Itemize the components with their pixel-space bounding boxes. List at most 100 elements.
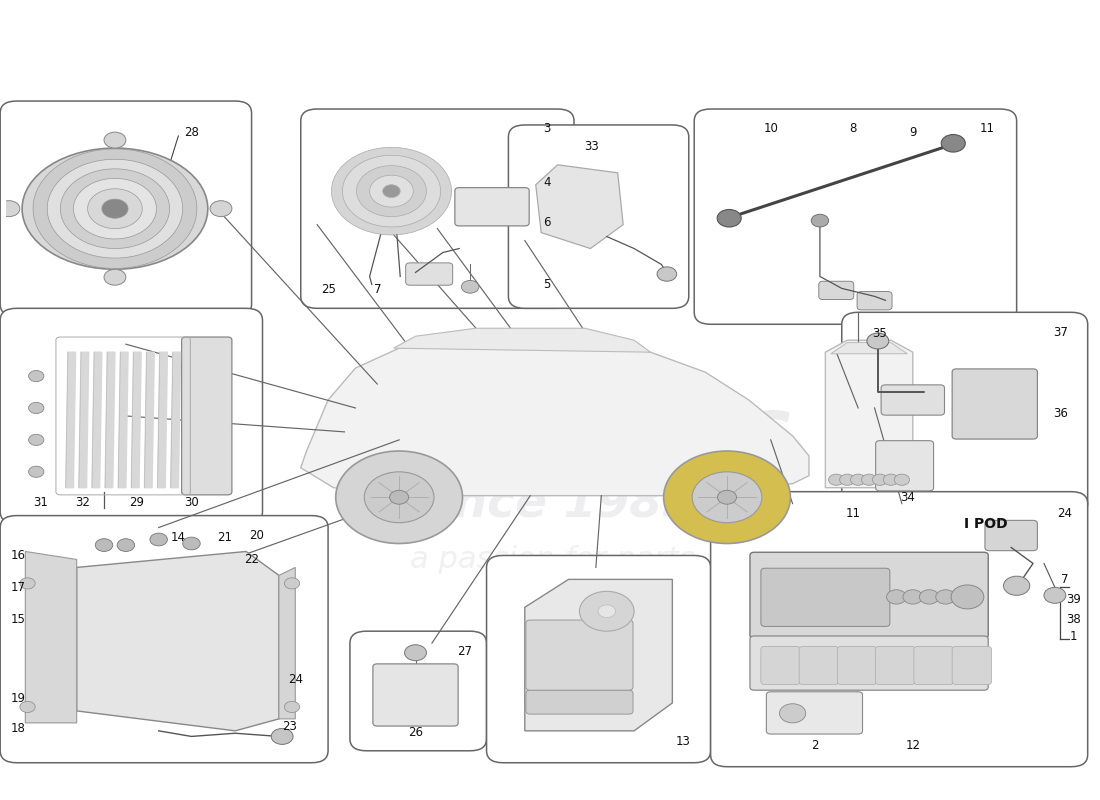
Circle shape xyxy=(861,474,877,486)
Text: eurodaéros: eurodaéros xyxy=(311,395,793,468)
Polygon shape xyxy=(830,342,908,354)
Text: 31: 31 xyxy=(33,495,48,509)
Text: 26: 26 xyxy=(408,726,424,739)
FancyBboxPatch shape xyxy=(837,646,877,685)
FancyBboxPatch shape xyxy=(799,646,838,685)
Text: since 1985: since 1985 xyxy=(409,481,695,526)
Circle shape xyxy=(894,474,910,486)
Text: 24: 24 xyxy=(1057,506,1072,520)
Polygon shape xyxy=(92,352,102,488)
Text: 37: 37 xyxy=(1053,326,1068,338)
Polygon shape xyxy=(106,352,114,488)
Text: 32: 32 xyxy=(75,495,89,509)
Text: 34: 34 xyxy=(900,490,915,504)
Text: 6: 6 xyxy=(543,216,550,229)
Polygon shape xyxy=(33,149,197,269)
FancyBboxPatch shape xyxy=(694,109,1016,324)
Text: 3: 3 xyxy=(543,122,550,135)
FancyBboxPatch shape xyxy=(767,692,862,734)
Polygon shape xyxy=(370,175,414,207)
Text: 14: 14 xyxy=(170,530,186,544)
Polygon shape xyxy=(525,579,672,731)
Circle shape xyxy=(952,585,983,609)
Polygon shape xyxy=(131,352,141,488)
Text: 15: 15 xyxy=(11,613,26,626)
Text: 17: 17 xyxy=(11,581,26,594)
Circle shape xyxy=(850,474,866,486)
Circle shape xyxy=(887,590,906,604)
Polygon shape xyxy=(157,352,167,488)
Text: 19: 19 xyxy=(11,693,26,706)
Polygon shape xyxy=(102,199,128,218)
FancyBboxPatch shape xyxy=(984,520,1037,550)
Polygon shape xyxy=(88,189,142,229)
Text: 20: 20 xyxy=(250,529,264,542)
Circle shape xyxy=(210,201,232,217)
Polygon shape xyxy=(25,551,77,723)
Circle shape xyxy=(20,702,35,713)
Polygon shape xyxy=(356,166,427,217)
Polygon shape xyxy=(118,352,128,488)
Circle shape xyxy=(183,537,200,550)
FancyBboxPatch shape xyxy=(711,492,1088,766)
Circle shape xyxy=(285,702,299,713)
FancyBboxPatch shape xyxy=(857,291,892,310)
Circle shape xyxy=(0,201,20,217)
Text: 2: 2 xyxy=(811,738,818,752)
Circle shape xyxy=(580,591,634,631)
Text: 22: 22 xyxy=(244,553,260,566)
FancyBboxPatch shape xyxy=(842,312,1088,515)
FancyBboxPatch shape xyxy=(876,441,934,491)
Circle shape xyxy=(936,590,956,604)
FancyBboxPatch shape xyxy=(914,646,954,685)
Polygon shape xyxy=(144,352,154,488)
Circle shape xyxy=(903,590,923,604)
FancyBboxPatch shape xyxy=(486,555,711,762)
Polygon shape xyxy=(279,567,295,719)
FancyBboxPatch shape xyxy=(750,636,988,690)
Circle shape xyxy=(663,451,791,543)
Circle shape xyxy=(920,590,939,604)
Text: 28: 28 xyxy=(184,126,199,138)
Circle shape xyxy=(872,474,888,486)
Text: 25: 25 xyxy=(320,283,336,297)
Text: 33: 33 xyxy=(584,140,598,153)
FancyBboxPatch shape xyxy=(508,125,689,308)
Text: 24: 24 xyxy=(288,673,302,686)
Circle shape xyxy=(461,281,478,293)
Polygon shape xyxy=(79,352,89,488)
Text: 13: 13 xyxy=(675,734,691,748)
Circle shape xyxy=(336,451,462,543)
Text: I POD: I POD xyxy=(965,517,1008,530)
Polygon shape xyxy=(342,155,441,227)
FancyBboxPatch shape xyxy=(750,552,988,638)
FancyBboxPatch shape xyxy=(526,690,632,714)
Text: 21: 21 xyxy=(217,530,232,544)
Circle shape xyxy=(29,370,44,382)
Circle shape xyxy=(29,434,44,446)
Circle shape xyxy=(1003,576,1030,595)
Polygon shape xyxy=(170,352,180,488)
Polygon shape xyxy=(47,159,183,258)
Text: 38: 38 xyxy=(1066,613,1081,626)
Text: 39: 39 xyxy=(1066,593,1081,606)
Text: 1: 1 xyxy=(1069,630,1077,643)
FancyBboxPatch shape xyxy=(881,385,945,415)
Circle shape xyxy=(29,466,44,478)
Circle shape xyxy=(811,214,828,227)
Polygon shape xyxy=(22,148,208,270)
FancyBboxPatch shape xyxy=(300,109,574,308)
Text: 16: 16 xyxy=(11,549,26,562)
Text: 12: 12 xyxy=(905,738,921,752)
Circle shape xyxy=(104,270,125,285)
FancyBboxPatch shape xyxy=(0,308,263,523)
FancyBboxPatch shape xyxy=(761,646,800,685)
Circle shape xyxy=(883,474,899,486)
Text: 7: 7 xyxy=(1062,573,1068,586)
FancyBboxPatch shape xyxy=(406,263,453,286)
Text: 35: 35 xyxy=(872,327,888,340)
Polygon shape xyxy=(66,352,76,488)
FancyBboxPatch shape xyxy=(455,188,529,226)
Circle shape xyxy=(150,533,167,546)
Circle shape xyxy=(405,645,427,661)
